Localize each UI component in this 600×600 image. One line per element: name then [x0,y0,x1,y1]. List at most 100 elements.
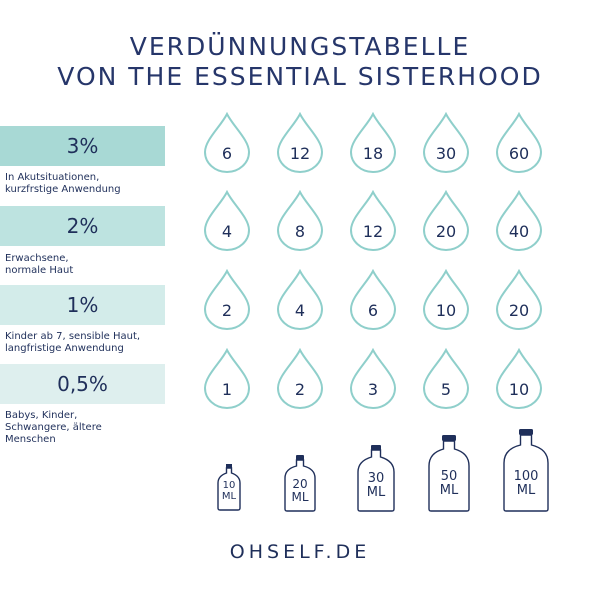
bottle-100ml: 100 ML [502,428,550,512]
description-line: In Akutsituationen, [5,172,100,183]
percent-label: 0,5% [57,372,108,396]
droplet-icon [495,190,543,251]
drop-count: 12 [274,112,326,174]
description-line: langfristige Anwendung [5,343,124,354]
drop-count-label: 5 [440,380,452,399]
percent-bar-3: 3% [0,126,165,166]
droplet-icon [495,112,543,173]
percent-bar-1: 1% [0,285,165,325]
drop-count-label: 1 [221,380,233,399]
drop-count: 60 [493,112,545,174]
drop-count-label: 10 [435,301,457,320]
droplet-icon [422,112,470,173]
percent-label: 3% [66,134,99,158]
bottle-unit: ML [439,482,459,498]
droplet-icon [203,190,251,251]
bottle-icon [217,464,241,511]
row-description: Erwachsene, normale Haut [5,253,175,277]
drop-count-label: 30 [435,144,457,163]
droplet-icon [495,269,543,330]
droplet-icon [203,112,251,173]
bottle-amount: 50 [440,469,458,484]
description-line: kurzfrstige Anwendung [5,184,121,195]
percent-label: 2% [66,214,99,238]
droplet-icon [203,348,251,409]
drop-count: 12 [347,190,399,252]
bottle-amount: 100 [513,469,539,484]
bottle-amount: 10 [222,480,236,491]
description-line: normale Haut [5,265,74,276]
drop-count-label: 12 [289,144,311,163]
drop-count-label: 60 [508,144,530,163]
drop-count: 10 [493,348,545,410]
droplet-icon [276,190,324,251]
drop-count-label: 4 [221,222,233,241]
droplet-icon [349,348,397,409]
droplet-icon [276,348,324,409]
drop-count: 2 [274,348,326,410]
drop-count: 4 [274,269,326,331]
drop-count-label: 20 [508,301,530,320]
droplet-icon [276,269,324,330]
drop-count: 2 [201,269,253,331]
drop-count-label: 40 [508,222,530,241]
bottle-30ml: 30 ML [356,444,396,512]
droplet-icon [495,348,543,409]
bottle-20ml: 20 ML [283,454,317,512]
droplet-icon [422,348,470,409]
droplet-icon [349,190,397,251]
bottle-icon [357,445,395,512]
bottle-amount: 30 [367,471,385,486]
bottle-icon [284,455,316,512]
title-line-2: VON THE ESSENTIAL SISTERHOOD [57,62,543,91]
drop-count: 1 [201,348,253,410]
droplet-icon [422,269,470,330]
droplet-icon [203,269,251,330]
drop-count: 4 [201,190,253,252]
drop-count-label: 3 [367,380,379,399]
drop-count-label: 10 [508,380,530,399]
drop-count: 5 [420,348,472,410]
description-line: Babys, Kinder, [5,410,78,421]
drop-count-label: 4 [294,301,306,320]
title-line-1: VERDÜNNUNGSTABELLE [129,32,471,61]
drop-count-label: 6 [221,144,233,163]
bottle-10ml: 10 ML [216,463,242,511]
bottle-50ml: 50 ML [427,434,471,512]
bottle-unit: ML [366,484,386,500]
percent-label: 1% [66,293,99,317]
drop-count: 20 [493,269,545,331]
drop-count: 20 [420,190,472,252]
drop-count: 40 [493,190,545,252]
drop-count: 30 [420,112,472,174]
drop-count-label: 20 [435,222,457,241]
droplet-icon [422,190,470,251]
description-line: Schwangere, ältere [5,422,102,433]
drop-count-label: 2 [294,380,306,399]
droplet-icon [349,269,397,330]
bottle-unit: ML [221,490,237,502]
description-line: Kinder ab 7, sensible Haut, [5,331,141,342]
drop-count: 3 [347,348,399,410]
bottle-unit: ML [291,489,309,504]
drop-count-label: 8 [294,222,306,241]
drop-count: 6 [347,269,399,331]
bottle-amount: 20 [292,477,308,491]
droplet-icon [276,112,324,173]
drop-count-label: 6 [367,301,379,320]
drop-count-label: 18 [362,144,384,163]
droplet-icon [349,112,397,173]
description-line: Erwachsene, [5,253,69,264]
row-description: Kinder ab 7, sensible Haut, langfristige… [5,331,175,355]
row-description: Babys, Kinder, Schwangere, ältere Mensch… [5,410,175,446]
bottle-icon [428,435,470,512]
footer-website: OHSELF.DE [229,541,371,563]
drop-count-label: 2 [221,301,233,320]
description-line: Menschen [5,434,56,445]
bottle-unit: ML [516,482,536,498]
drop-count: 8 [274,190,326,252]
bottle-icon [503,429,549,512]
drop-count: 6 [201,112,253,174]
drop-count: 10 [420,269,472,331]
drop-count: 18 [347,112,399,174]
